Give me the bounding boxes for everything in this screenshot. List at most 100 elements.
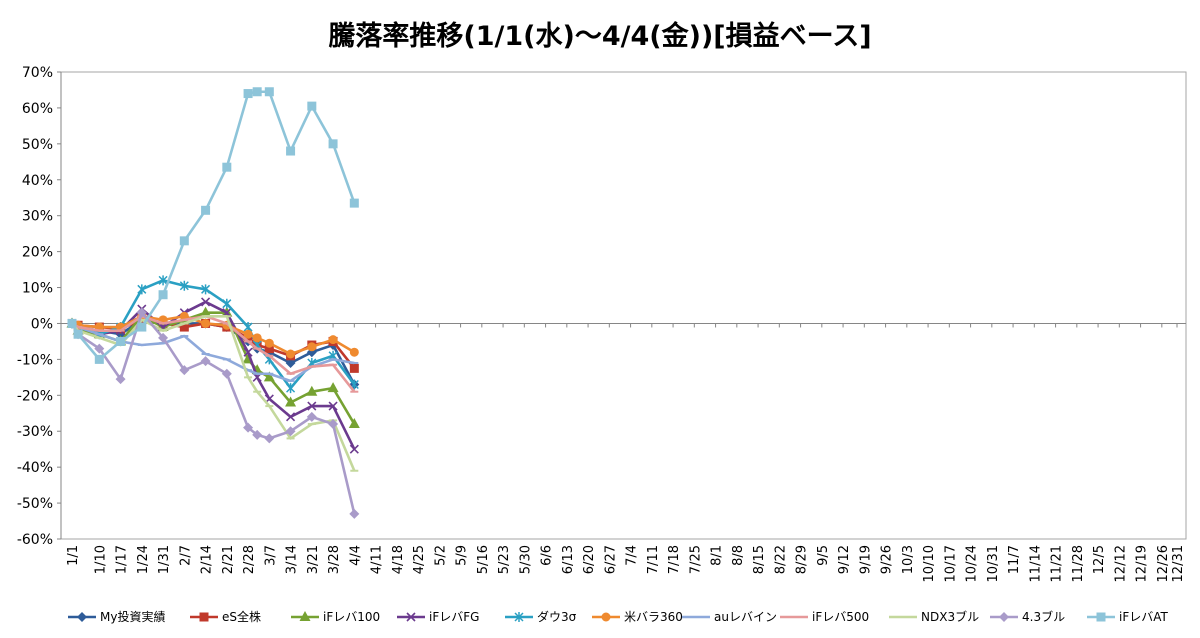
data-point bbox=[179, 322, 189, 332]
legend-item: 米バラ360 bbox=[592, 610, 683, 624]
data-point bbox=[307, 342, 317, 352]
y-tick-label: 60% bbox=[22, 101, 53, 117]
data-point bbox=[264, 338, 274, 348]
legend-item: iFレバ500 bbox=[780, 610, 869, 624]
x-tick-label: 9/5 bbox=[816, 545, 831, 566]
y-tick-label: 30% bbox=[22, 209, 53, 225]
x-tick-label: 4/11 bbox=[370, 545, 385, 574]
y-tick-label: 40% bbox=[22, 173, 53, 189]
legend-label: iFレバ500 bbox=[812, 610, 869, 624]
data-point bbox=[158, 275, 168, 286]
x-tick-label: 3/14 bbox=[285, 545, 300, 574]
x-tick-label: 4/4 bbox=[348, 545, 363, 566]
data-point bbox=[263, 371, 275, 382]
data-point bbox=[179, 236, 189, 246]
data-point bbox=[243, 89, 253, 99]
data-point bbox=[264, 433, 275, 444]
legend-marker bbox=[77, 612, 87, 622]
data-point bbox=[348, 418, 360, 429]
x-tick-label: 7/4 bbox=[625, 545, 640, 566]
x-tick-label: 8/8 bbox=[731, 545, 746, 566]
data-point bbox=[200, 306, 212, 317]
legend-label: auレバイン bbox=[714, 610, 777, 624]
legend-item: iFレバFG bbox=[397, 610, 479, 624]
legend: My投資実績 eS全株 iFレバ100 iFレバFG ダウ3σ 米バラ360 auレバイン i… bbox=[68, 609, 1169, 624]
x-tick-label: 1/24 bbox=[136, 545, 151, 574]
data-point bbox=[243, 329, 253, 339]
x-tick-label: 4/18 bbox=[391, 545, 406, 574]
data-point bbox=[349, 347, 359, 357]
legend-label: ダウ3σ bbox=[537, 609, 577, 624]
series-line bbox=[71, 314, 355, 356]
data-point bbox=[221, 368, 232, 379]
data-point bbox=[349, 444, 359, 454]
x-tick-label: 11/21 bbox=[1050, 545, 1065, 582]
data-point bbox=[222, 298, 232, 309]
data-point bbox=[307, 101, 317, 111]
data-point bbox=[158, 332, 169, 343]
series-line bbox=[71, 300, 356, 450]
data-point bbox=[286, 146, 296, 156]
x-tick-label: 6/20 bbox=[582, 545, 597, 574]
data-point bbox=[328, 335, 338, 345]
axes-layer: 70% 60% 50% 40% 30% 20% 10% 0% -10% -20% -30% -40% -… bbox=[17, 65, 1187, 582]
series-layer bbox=[66, 87, 360, 519]
series-line bbox=[71, 314, 356, 472]
data-point bbox=[252, 429, 263, 440]
x-tick-label: 12/12 bbox=[1113, 545, 1128, 582]
legend-marker bbox=[1096, 612, 1106, 622]
data-point bbox=[67, 318, 77, 328]
y-tick-label: -40% bbox=[17, 460, 53, 476]
x-tick-label: 2/21 bbox=[221, 545, 236, 574]
data-point bbox=[222, 162, 232, 172]
legend-item: iFレバAT bbox=[1087, 610, 1169, 624]
y-tick-label: -60% bbox=[17, 532, 53, 548]
x-tick-label: 7/25 bbox=[688, 545, 703, 574]
x-tick-label: 8/29 bbox=[795, 545, 810, 574]
x-tick-label: 7/18 bbox=[667, 545, 682, 574]
legend-label: 4.3ブル bbox=[1022, 609, 1065, 624]
data-point bbox=[286, 412, 296, 422]
data-point bbox=[264, 87, 274, 97]
legend-label: NDX3ブル bbox=[921, 609, 979, 624]
data-point bbox=[137, 284, 147, 295]
data-point bbox=[252, 87, 262, 97]
legend-marker bbox=[199, 612, 209, 622]
x-tick-label: 10/3 bbox=[901, 545, 916, 574]
y-tick-label: -10% bbox=[17, 352, 53, 368]
x-tick-label: 6/6 bbox=[540, 545, 555, 566]
y-tick-label: -20% bbox=[17, 388, 53, 404]
data-point bbox=[158, 290, 168, 300]
x-tick-label: 5/30 bbox=[518, 545, 533, 574]
legend-item: iFレバ100 bbox=[291, 610, 380, 624]
x-tick-label: 1/31 bbox=[157, 545, 172, 574]
x-tick-label: 7/11 bbox=[646, 545, 661, 574]
data-point bbox=[73, 329, 83, 339]
x-tick-label: 1/1 bbox=[66, 545, 81, 566]
data-point bbox=[201, 318, 211, 328]
legend-label: eS全株 bbox=[222, 609, 261, 624]
legend-label: 米バラ360 bbox=[624, 610, 683, 624]
x-tick-label: 5/16 bbox=[476, 545, 491, 574]
x-tick-label: 10/31 bbox=[986, 545, 1001, 582]
legend-item: 4.3ブル bbox=[990, 609, 1065, 624]
series-4 bbox=[67, 297, 359, 454]
legend-label: iFレバ100 bbox=[323, 610, 380, 624]
x-tick-label: 8/22 bbox=[773, 545, 788, 574]
legend-item: auレバイン bbox=[682, 610, 777, 624]
data-point bbox=[179, 365, 190, 376]
data-point bbox=[327, 382, 339, 393]
y-tick-label: 70% bbox=[22, 65, 53, 81]
series-line bbox=[71, 322, 355, 383]
x-tick-label: 8/1 bbox=[710, 545, 725, 566]
x-tick-label: 4/25 bbox=[412, 545, 427, 574]
x-tick-label: 8/15 bbox=[752, 545, 767, 574]
x-tick-label: 1/17 bbox=[115, 545, 130, 574]
data-point bbox=[307, 401, 317, 411]
legend-item: eS全株 bbox=[190, 609, 261, 624]
data-point bbox=[264, 344, 274, 354]
x-tick-label: 1/10 bbox=[93, 545, 108, 574]
y-tick-label: -50% bbox=[17, 496, 53, 512]
x-tick-label: 10/17 bbox=[943, 545, 958, 582]
